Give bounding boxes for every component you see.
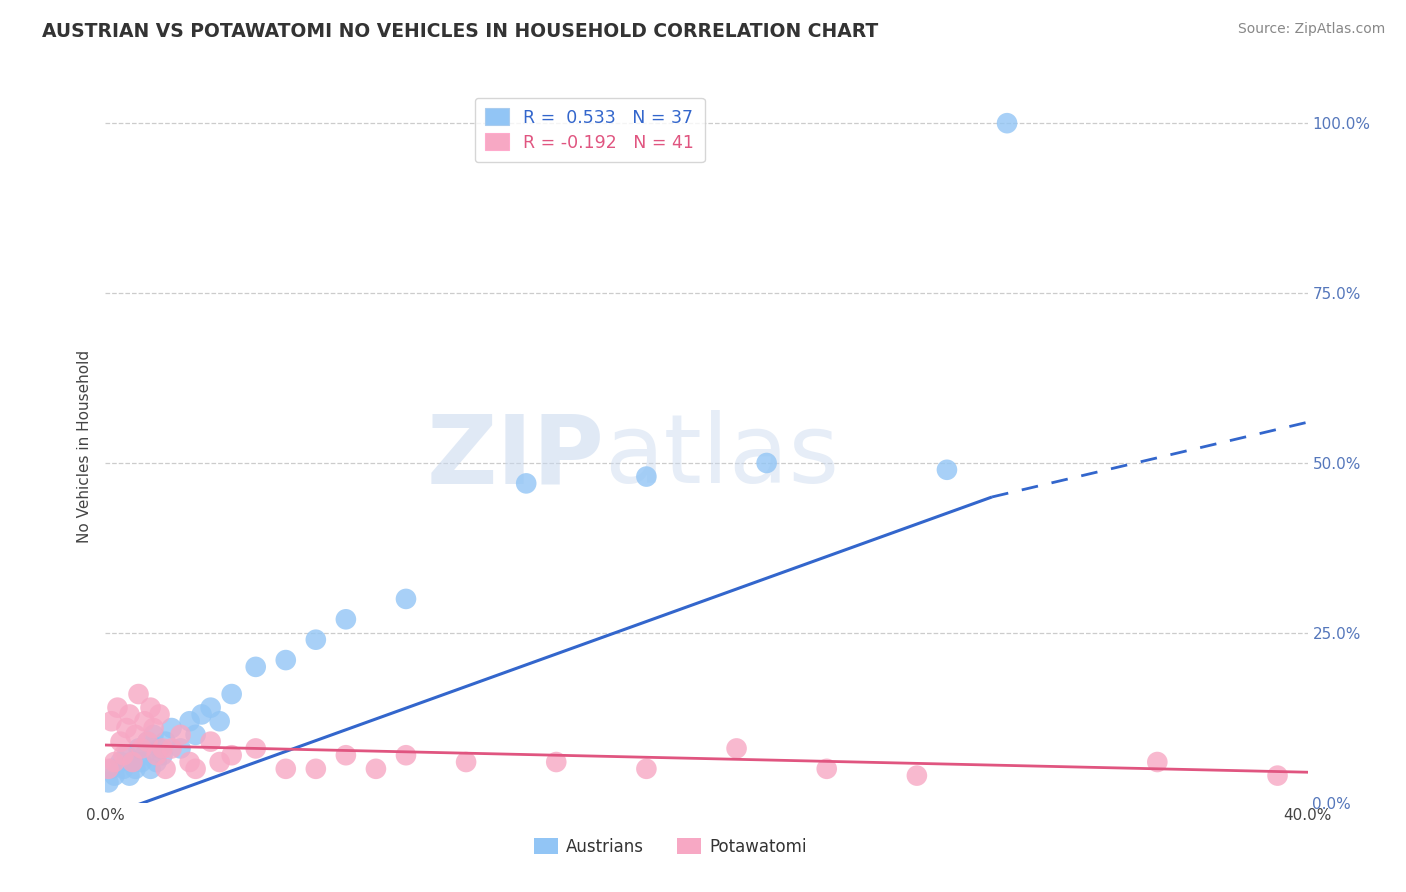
Point: [112, 748, 135, 763]
Point: [115, 748, 138, 763]
Point: [103, 755, 125, 769]
Point: [454, 755, 477, 769]
Point: [305, 762, 328, 776]
Point: [905, 769, 928, 783]
Point: [190, 707, 212, 722]
Point: [169, 741, 191, 756]
Point: [100, 714, 122, 729]
Point: [815, 762, 838, 776]
Point: [364, 762, 387, 776]
Point: [200, 700, 222, 714]
Point: [107, 700, 129, 714]
Point: [115, 721, 138, 735]
Point: [131, 755, 153, 769]
Point: [995, 116, 1018, 130]
Point: [208, 714, 231, 729]
Text: atlas: atlas: [605, 410, 839, 503]
Point: [155, 734, 177, 748]
Point: [335, 748, 357, 763]
Point: [100, 762, 122, 776]
Point: [221, 748, 243, 763]
Point: [395, 591, 418, 606]
Point: [160, 741, 183, 756]
Point: [136, 734, 159, 748]
Point: [97, 775, 120, 789]
Point: [208, 755, 231, 769]
Point: [152, 748, 174, 763]
Point: [131, 741, 153, 756]
Point: [179, 755, 201, 769]
Point: [145, 755, 167, 769]
Point: [118, 707, 141, 722]
Point: [936, 463, 959, 477]
Point: [305, 632, 328, 647]
Point: [128, 687, 150, 701]
Point: [1267, 769, 1289, 783]
Point: [184, 728, 207, 742]
Point: [136, 734, 159, 748]
Point: [274, 762, 297, 776]
Point: [1146, 755, 1168, 769]
Point: [128, 741, 150, 756]
Point: [725, 741, 748, 756]
Point: [395, 748, 418, 763]
Point: [160, 721, 183, 735]
Point: [110, 755, 132, 769]
Point: [134, 748, 156, 763]
Point: [124, 762, 146, 776]
Point: [636, 469, 658, 483]
Point: [97, 762, 120, 776]
Point: [200, 734, 222, 748]
Text: AUSTRIAN VS POTAWATOMI NO VEHICLES IN HOUSEHOLD CORRELATION CHART: AUSTRIAN VS POTAWATOMI NO VEHICLES IN HO…: [42, 22, 879, 41]
Point: [121, 755, 143, 769]
Point: [179, 714, 201, 729]
Point: [103, 769, 125, 783]
Point: [184, 762, 207, 776]
Point: [221, 687, 243, 701]
Point: [169, 728, 191, 742]
Point: [148, 707, 170, 722]
Point: [142, 728, 165, 742]
Point: [142, 721, 165, 735]
Point: [515, 476, 537, 491]
Legend: Austrians, Potawatomi: Austrians, Potawatomi: [527, 831, 813, 863]
Point: [145, 748, 167, 763]
Point: [152, 741, 174, 756]
Point: [139, 700, 162, 714]
Point: [155, 762, 177, 776]
Point: [274, 653, 297, 667]
Point: [112, 762, 135, 776]
Point: [546, 755, 568, 769]
Text: ZIP: ZIP: [426, 410, 605, 503]
Point: [335, 612, 357, 626]
Y-axis label: No Vehicles in Household: No Vehicles in Household: [76, 350, 91, 542]
Point: [755, 456, 778, 470]
Point: [121, 755, 143, 769]
Point: [636, 762, 658, 776]
Point: [139, 762, 162, 776]
Point: [148, 741, 170, 756]
Point: [124, 728, 146, 742]
Point: [110, 734, 132, 748]
Point: [245, 660, 267, 674]
Point: [134, 714, 156, 729]
Point: [118, 769, 141, 783]
Point: [245, 741, 267, 756]
Text: Source: ZipAtlas.com: Source: ZipAtlas.com: [1237, 22, 1385, 37]
